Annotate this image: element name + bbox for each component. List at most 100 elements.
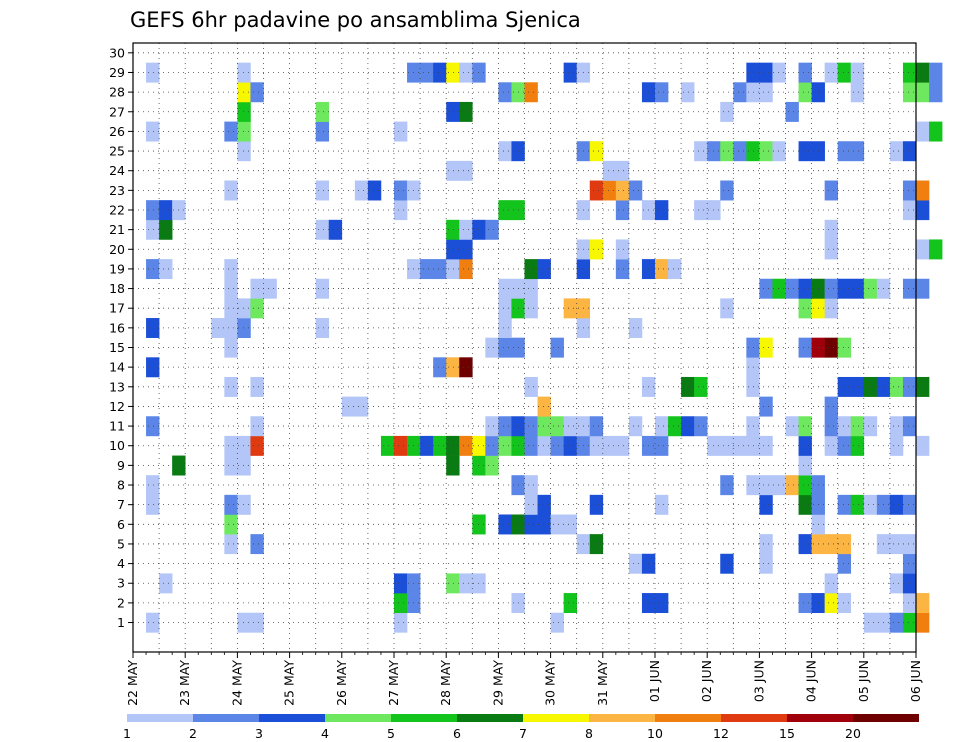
heatmap-cell: [602, 160, 617, 181]
heatmap-cell: [902, 416, 917, 437]
heatmap-cell: [798, 298, 812, 319]
heatmap-cell: [224, 278, 238, 299]
heatmap-cell: [628, 318, 643, 338]
heatmap-cell: [668, 259, 682, 280]
heatmap-cell: [315, 219, 330, 240]
y-tick-label: 9: [117, 458, 125, 473]
heatmap-cell: [628, 553, 643, 574]
heatmap-cell: [485, 337, 499, 358]
y-tick-label: 19: [109, 261, 125, 276]
heatmap-cell: [159, 573, 173, 594]
heatmap-cell: [498, 416, 512, 437]
heatmap-cell: [237, 141, 251, 162]
heatmap-cell: [916, 82, 930, 103]
heatmap-cell: [498, 318, 512, 338]
heatmap-cell: [681, 82, 695, 103]
colorbar-swatch: [787, 714, 853, 722]
heatmap-cell: [250, 278, 264, 299]
heatmap-cell: [237, 101, 251, 122]
heatmap-cell: [785, 416, 799, 437]
heatmap-cell: [681, 416, 695, 437]
heatmap-cell: [485, 416, 499, 437]
heatmap-cell: [224, 514, 238, 535]
y-axis: 1234567891011121314151617181920212223242…: [109, 45, 133, 630]
colorbar-tick-label: 20: [845, 726, 861, 741]
heatmap-cell: [798, 82, 812, 103]
heatmap-cell: [498, 298, 512, 319]
heatmap-cell: [759, 396, 773, 417]
heatmap-cell: [524, 475, 538, 496]
heatmap-cell: [733, 82, 747, 103]
heatmap-cell: [798, 593, 812, 614]
heatmap-cell: [589, 141, 604, 162]
colorbar-tick-label: 8: [585, 726, 593, 741]
colorbar-swatch: [523, 714, 589, 722]
colorbar-tick-label: 12: [713, 726, 729, 741]
heatmap-cell: [798, 455, 812, 476]
heatmap-cell: [772, 141, 786, 162]
y-tick-label: 27: [109, 104, 125, 119]
heatmap-cell: [146, 357, 160, 378]
heatmap-cell: [224, 318, 238, 338]
heatmap-cell: [394, 180, 408, 201]
heatmap-cell: [159, 200, 173, 221]
heatmap-cell: [824, 62, 838, 83]
heatmap-cell: [224, 298, 238, 319]
heatmap-cell: [889, 612, 904, 633]
colorbar-swatch: [391, 714, 457, 722]
y-tick-label: 28: [109, 85, 125, 100]
heatmap-cell: [146, 62, 160, 83]
x-tick-label: 28 MAY: [438, 660, 453, 706]
y-tick-label: 6: [117, 517, 125, 532]
heatmap-cell: [498, 435, 512, 456]
heatmap-cell: [224, 337, 238, 358]
heatmap-cell: [850, 376, 865, 397]
heatmap-cell: [459, 357, 473, 378]
heatmap-cell: [889, 573, 904, 594]
heatmap-cell: [798, 435, 812, 456]
heatmap-cell: [902, 200, 917, 221]
heatmap-cell: [902, 141, 917, 162]
heatmap-cell: [916, 62, 930, 83]
heatmap-cell: [550, 416, 564, 437]
heatmap-cell: [328, 219, 343, 240]
heatmap-cell: [785, 278, 799, 299]
y-tick-label: 20: [109, 242, 125, 257]
heatmap-cell: [655, 82, 669, 103]
heatmap-cell: [433, 62, 447, 83]
heatmap-cell: [459, 435, 473, 456]
heatmap-cell: [850, 494, 865, 515]
heatmap-cell: [446, 219, 460, 240]
y-tick-label: 25: [109, 144, 125, 159]
heatmap-cell: [459, 160, 473, 181]
y-tick-label: 2: [117, 595, 125, 610]
heatmap-cell: [850, 62, 865, 83]
heatmap-cell: [615, 435, 630, 456]
x-tick-label: 23 MAY: [177, 660, 192, 706]
x-tick-label: 02 JUN: [699, 660, 714, 702]
heatmap-cell: [615, 180, 630, 201]
heatmap-cell: [837, 416, 852, 437]
heatmap-cell: [250, 534, 264, 555]
heatmap-cell: [824, 337, 838, 358]
heatmap-cell: [354, 180, 369, 201]
heatmap-cell: [498, 514, 512, 535]
heatmap-cell: [563, 416, 577, 437]
heatmap-cell: [537, 494, 551, 515]
heatmap-cell: [863, 376, 878, 397]
heatmap-cell: [837, 337, 852, 358]
heatmap-cell: [889, 416, 904, 437]
heatmap-cell: [916, 200, 930, 221]
heatmap-cell: [498, 82, 512, 103]
heatmap-cell: [550, 514, 564, 535]
colorbar-swatch: [589, 714, 655, 722]
heatmap-cell: [537, 514, 551, 535]
heatmap-cells: [146, 62, 943, 633]
heatmap-cell: [863, 416, 878, 437]
x-axis: 22 MAY 23 MAY 24 MAY 25 MAY 26 MAY 27 MAY 28 M…: [125, 652, 923, 706]
y-tick-label: 21: [109, 222, 125, 237]
x-tick-label: 22 MAY: [125, 660, 140, 706]
heatmap-cell: [720, 180, 734, 201]
heatmap-cell: [785, 475, 799, 496]
heatmap-cell: [602, 435, 617, 456]
